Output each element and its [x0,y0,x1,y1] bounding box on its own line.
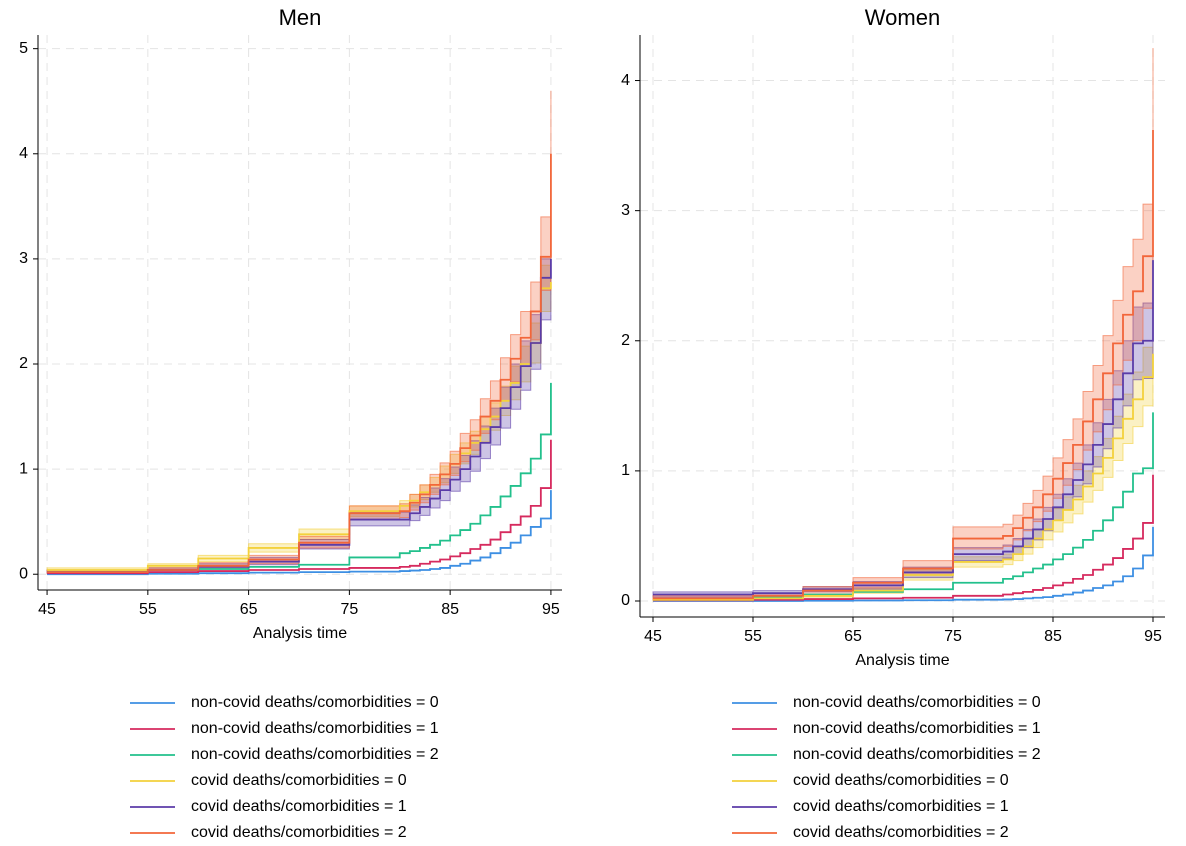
legend-label: non-covid deaths/comorbidities = 2 [793,746,1041,763]
x-tick-label: 65 [240,601,258,618]
legend-label: non-covid deaths/comorbidities = 1 [191,720,439,737]
x-tick-label: 85 [1044,628,1062,645]
confidence-band [46,90,552,574]
x-tick-label: 45 [38,601,56,618]
y-tick-label: 4 [621,72,630,89]
y-tick-label: 1 [621,462,630,479]
x-tick-label: 65 [844,628,862,645]
x-axis-label: Analysis time [855,652,949,669]
series-line [47,258,552,574]
chart-title: Men [279,5,322,30]
legend-label: covid deaths/comorbidities = 1 [191,798,407,815]
y-tick-label: 0 [19,565,28,582]
series-line [47,490,552,576]
series-line [653,412,1154,601]
series-line [653,353,1154,601]
chart-title: Women [865,5,940,30]
y-tick-label: 2 [621,332,630,349]
series-line [47,153,552,574]
y-tick-label: 3 [621,202,630,219]
y-tick-label: 2 [19,355,28,372]
legend-label: covid deaths/comorbidities = 0 [191,772,407,789]
x-tick-label: 95 [1144,628,1162,645]
series-line [653,474,1154,602]
x-axis-label: Analysis time [253,625,347,642]
confidence-band [652,204,1154,598]
series-line [47,382,552,574]
series-line [653,129,1154,600]
x-tick-label: 75 [340,601,358,618]
confidence-band [652,48,1154,601]
legend-label: non-covid deaths/comorbidities = 1 [793,720,1041,737]
x-tick-label: 55 [744,628,762,645]
legend-label: non-covid deaths/comorbidities = 0 [191,694,439,711]
x-tick-label: 45 [644,628,662,645]
confidence-band [46,232,552,574]
x-tick-label: 75 [944,628,962,645]
x-tick-label: 95 [542,601,560,618]
x-tick-label: 55 [139,601,157,618]
confidence-band [652,321,1154,602]
legend-label: non-covid deaths/comorbidities = 2 [191,746,439,763]
panel: 0 1 2 3 4 45 55 65 75 85 95 Analysis time Women non-c… [621,5,1165,841]
y-tick-label: 4 [19,145,28,162]
legend-label: covid deaths/comorbidities = 2 [793,824,1009,841]
y-tick-label: 1 [19,460,28,477]
y-tick-label: 5 [19,40,28,57]
x-tick-label: 85 [441,601,459,618]
y-tick-label: 3 [19,250,28,267]
y-tick-label: 0 [621,592,630,609]
legend-label: covid deaths/comorbidities = 0 [793,772,1009,789]
series-line [653,260,1154,596]
legend-label: covid deaths/comorbidities = 2 [191,824,407,841]
series-line [653,526,1154,602]
legend-label: non-covid deaths/comorbidities = 0 [793,694,1041,711]
legend-label: covid deaths/comorbidities = 1 [793,798,1009,815]
confidence-band [46,257,552,573]
series-line [47,439,552,575]
